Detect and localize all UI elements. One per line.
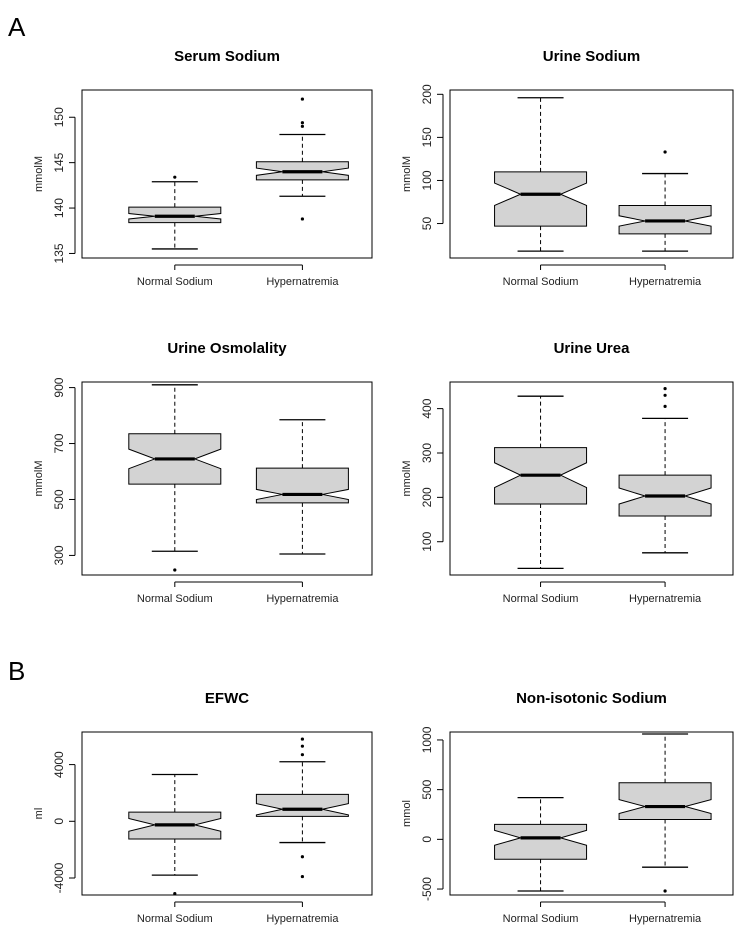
y-tick-label: 300 — [420, 443, 434, 463]
x-tick-label: Hypernatremia — [266, 276, 339, 288]
box-group — [618, 387, 712, 554]
plot-frame — [449, 381, 734, 576]
y-tick-label: 140 — [52, 198, 66, 218]
boxplot-panel: Non-isotonic Sodium mmol -500 0 500 1000 Norma… — [401, 690, 734, 925]
plot-frame — [81, 381, 373, 576]
outlier-point — [300, 744, 304, 748]
box-group — [494, 395, 588, 569]
y-tick-label: 300 — [52, 545, 66, 565]
x-tick-label: Hypernatremia — [266, 913, 339, 925]
box-group — [494, 97, 588, 252]
y-axis-label: mmolM — [401, 460, 413, 496]
y-axis-label: mmol — [401, 800, 413, 827]
chart-title: Urine Osmolality — [167, 340, 287, 357]
box-group — [128, 175, 222, 250]
outlier-point — [173, 175, 177, 179]
y-tick-label: 135 — [52, 243, 66, 263]
y-tick-label: 900 — [52, 377, 66, 397]
x-tick-label: Hypernatremia — [266, 593, 339, 605]
y-axis-label: mmolM — [33, 156, 45, 192]
outlier-point — [300, 217, 304, 221]
x-tick-label: Normal Sodium — [503, 913, 579, 925]
outlier-point — [300, 737, 304, 741]
notched-box — [255, 793, 349, 817]
outlier-point — [300, 874, 304, 879]
x-tick-label: Normal Sodium — [137, 276, 213, 288]
y-tick-label: 145 — [52, 152, 66, 172]
y-tick-label: 150 — [52, 107, 66, 127]
outlier-point — [663, 387, 667, 391]
y-tick-label: 50 — [420, 217, 434, 231]
boxplot-panel: Urine Sodium mmolM 50 100 150 200 Normal Sodiu… — [401, 48, 734, 288]
box-group — [494, 796, 588, 892]
plot-frame — [449, 89, 734, 259]
outlier-point — [663, 889, 667, 893]
box-group — [255, 737, 349, 879]
y-tick-label: 1000 — [420, 726, 434, 753]
box-group — [618, 150, 712, 252]
chart-title: Urine Sodium — [543, 48, 641, 65]
box-group — [255, 419, 349, 555]
outlier-point — [300, 855, 304, 859]
plot-frame — [81, 731, 373, 896]
outlier-point — [300, 97, 304, 101]
outlier-point — [663, 393, 667, 397]
y-axis-label: mmolM — [401, 156, 413, 192]
y-tick-label: -4000 — [52, 862, 66, 893]
y-tick-label: 500 — [52, 489, 66, 509]
y-tick-label: 100 — [420, 531, 434, 551]
y-tick-label: 0 — [420, 836, 434, 843]
y-tick-label: 200 — [420, 84, 434, 104]
y-tick-label: 4000 — [52, 751, 66, 778]
x-tick-label: Hypernatremia — [629, 276, 702, 288]
outlier-point — [300, 753, 304, 757]
outlier-point — [300, 124, 304, 128]
box-group — [128, 773, 222, 896]
boxplot-panel: Urine Osmolality mmolM 300 500 700 900 Normal … — [33, 340, 373, 605]
notched-box — [494, 823, 588, 860]
box-group — [128, 384, 222, 572]
x-tick-label: Hypernatremia — [629, 593, 702, 605]
notched-box — [618, 782, 712, 820]
x-tick-label: Normal Sodium — [137, 913, 213, 925]
boxplot-panel: EFWC ml -4000 0 4000 Normal Sodium Hypernatrem… — [33, 690, 373, 925]
y-tick-label: 0 — [52, 818, 66, 825]
boxplot-panel: Urine Urea mmolM 100 200 300 400 Normal Sodium… — [401, 340, 734, 605]
panel-label-b: B — [8, 656, 25, 686]
y-tick-label: 150 — [420, 127, 434, 147]
outlier-point — [663, 150, 667, 154]
chart-title: Serum Sodium — [174, 48, 280, 65]
x-tick-label: Hypernatremia — [629, 913, 702, 925]
chart-title: EFWC — [205, 690, 249, 707]
outlier-point — [663, 404, 667, 409]
box-group — [618, 733, 712, 893]
plot-frame — [449, 731, 734, 896]
y-tick-label: 100 — [420, 170, 434, 190]
outlier-point — [173, 568, 177, 572]
x-tick-label: Normal Sodium — [503, 593, 579, 605]
y-tick-label: -500 — [420, 877, 434, 901]
y-axis-label: ml — [33, 808, 45, 820]
chart-title: Urine Urea — [554, 340, 631, 357]
y-tick-label: 400 — [420, 398, 434, 418]
notched-box — [255, 467, 349, 504]
y-tick-label: 200 — [420, 487, 434, 507]
plot-frame — [81, 89, 373, 259]
outlier-point — [300, 121, 304, 125]
boxplot-panel: Serum Sodium mmolM 135 140 145 150 Normal Sodi… — [33, 48, 373, 288]
x-tick-label: Normal Sodium — [137, 593, 213, 605]
x-tick-label: Normal Sodium — [503, 276, 579, 288]
boxplot-grid: Serum Sodium mmolM 135 140 145 150 Normal Sodi… — [33, 48, 734, 925]
y-tick-label: 700 — [52, 433, 66, 453]
chart-title: Non-isotonic Sodium — [516, 690, 667, 707]
box-group — [255, 97, 349, 221]
panel-label-a: A — [8, 12, 26, 42]
notched-box — [494, 171, 588, 227]
y-axis-label: mmolM — [33, 460, 45, 496]
y-tick-label: 500 — [420, 779, 434, 799]
outlier-point — [173, 891, 177, 896]
